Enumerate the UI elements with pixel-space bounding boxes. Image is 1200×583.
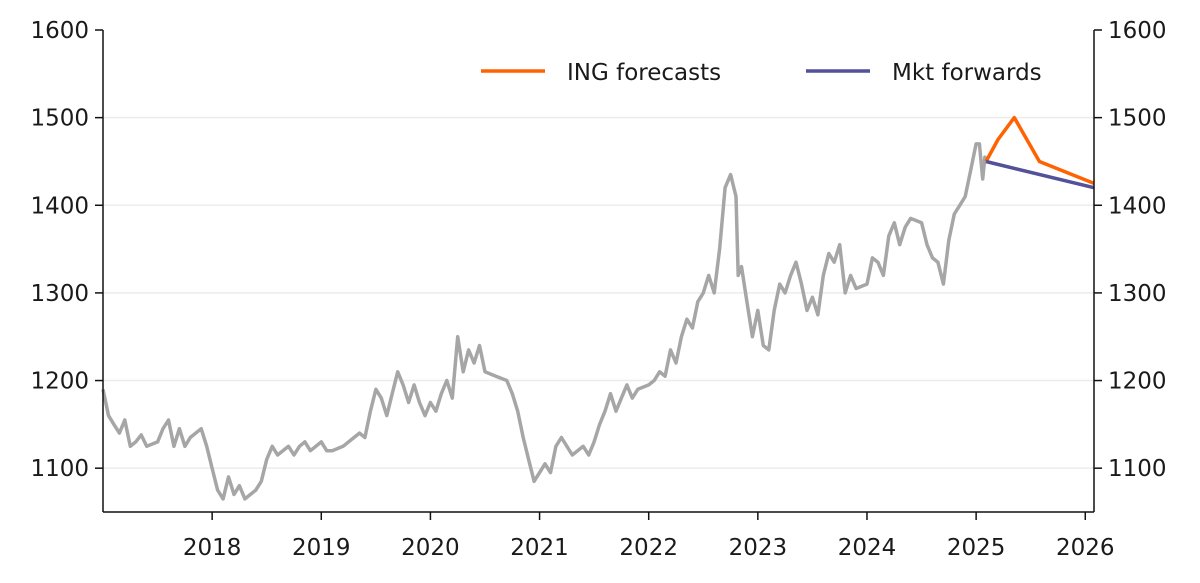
y-tick-label-left: 1400 xyxy=(30,193,89,219)
y-tick-label-right: 1400 xyxy=(1108,193,1167,219)
y-tick-label-right: 1100 xyxy=(1108,456,1167,482)
x-tick-label: 2022 xyxy=(619,535,678,561)
x-tick-label: 2024 xyxy=(838,535,897,561)
x-tick-label: 2019 xyxy=(292,535,351,561)
history-line xyxy=(101,142,988,501)
legend-label-ing: ING forecasts xyxy=(567,60,721,86)
y-tick-label-right: 1200 xyxy=(1108,369,1167,395)
y-tick-label-left: 1100 xyxy=(30,456,89,482)
axes: 1100 1100 1200 1200 1300 1300 1400 1400 1500 1500… xyxy=(30,18,1166,561)
gridlines xyxy=(103,116,1094,469)
y-tick-label-right: 1300 xyxy=(1108,281,1167,307)
x-tick-label: 2018 xyxy=(183,535,242,561)
x-tick-label: 2021 xyxy=(510,535,569,561)
x-tick-label: 2020 xyxy=(401,535,460,561)
series-layer xyxy=(101,115,1095,501)
y-tick-label-left: 1600 xyxy=(30,18,89,44)
mkt-forwards-line xyxy=(985,159,1095,190)
ing-forecasts-line xyxy=(984,115,1095,186)
x-tick-label: 2023 xyxy=(729,535,788,561)
y-tick-label-left: 1200 xyxy=(30,369,89,395)
y-tick-label-left: 1300 xyxy=(30,281,89,307)
x-tick-label: 2025 xyxy=(947,535,1006,561)
legend-label-mkt: Mkt forwards xyxy=(892,60,1042,86)
y-tick-label-left: 1500 xyxy=(30,106,89,132)
legend: ING forecasts Mkt forwards xyxy=(481,60,1042,86)
y-tick-label-right: 1600 xyxy=(1108,18,1167,44)
x-tick-label: 2026 xyxy=(1056,535,1115,561)
y-tick-label-right: 1500 xyxy=(1108,106,1167,132)
